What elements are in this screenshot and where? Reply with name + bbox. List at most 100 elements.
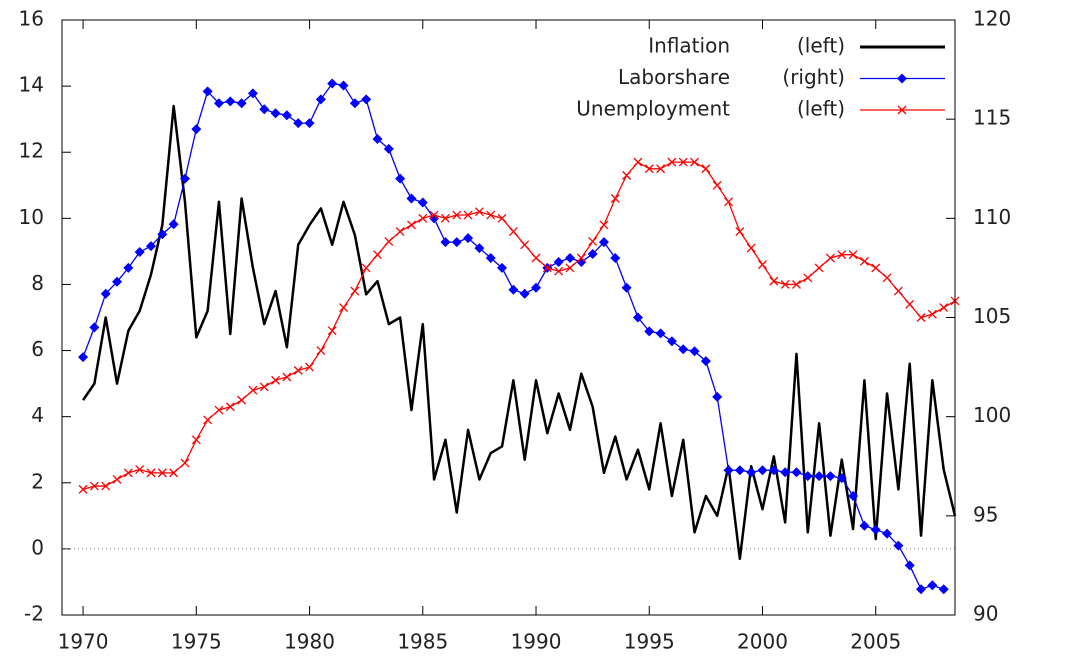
marker xyxy=(350,286,360,296)
marker xyxy=(440,237,451,248)
marker xyxy=(338,80,349,91)
marker xyxy=(632,312,643,323)
marker xyxy=(870,524,881,535)
marker xyxy=(316,346,326,356)
marker xyxy=(236,98,247,109)
marker xyxy=(792,279,801,289)
marker xyxy=(746,243,756,253)
marker xyxy=(101,481,111,491)
marker xyxy=(656,164,666,174)
series-line xyxy=(82,82,944,590)
marker xyxy=(780,279,790,289)
x-tick-label: 2000 xyxy=(737,630,788,654)
marker xyxy=(655,328,666,339)
marker xyxy=(598,237,609,248)
marker xyxy=(282,372,292,382)
y-tick-label: 12 xyxy=(19,139,44,163)
marker xyxy=(180,458,190,468)
marker xyxy=(859,256,869,266)
marker xyxy=(191,124,202,135)
x-tick-label: 1975 xyxy=(171,630,222,654)
marker xyxy=(553,256,564,267)
marker xyxy=(871,263,881,273)
marker xyxy=(384,237,394,246)
marker xyxy=(905,299,915,309)
marker xyxy=(508,227,518,237)
marker xyxy=(474,207,484,217)
marker xyxy=(339,303,348,313)
x-tick-label: 1980 xyxy=(284,630,335,654)
marker xyxy=(248,385,258,395)
marker xyxy=(327,326,337,336)
marker xyxy=(724,197,733,207)
y2-tick-label: 95 xyxy=(973,502,998,526)
marker xyxy=(463,233,474,244)
series-line xyxy=(82,161,956,491)
y2-tick-label: 90 xyxy=(973,602,998,626)
legend-note: (left) xyxy=(797,34,845,58)
marker xyxy=(564,253,575,263)
y2-tick-label: 120 xyxy=(973,7,1011,31)
marker xyxy=(622,170,632,180)
marker xyxy=(712,180,722,190)
marker xyxy=(859,520,870,531)
marker xyxy=(418,213,428,223)
x-tick-label: 1970 xyxy=(58,630,109,654)
y-tick-label: 6 xyxy=(31,337,44,361)
marker xyxy=(237,395,247,405)
marker xyxy=(610,194,620,203)
marker xyxy=(508,284,519,295)
marker xyxy=(587,249,598,260)
marker xyxy=(897,105,907,115)
marker xyxy=(123,262,134,273)
marker xyxy=(701,164,711,174)
legend-label: Inflation xyxy=(648,34,730,58)
marker xyxy=(259,382,269,392)
marker xyxy=(270,108,281,119)
y-tick-label: 8 xyxy=(31,271,44,295)
marker xyxy=(848,491,859,501)
y-tick-label: 2 xyxy=(31,469,44,493)
marker xyxy=(191,435,201,445)
marker xyxy=(383,143,394,154)
marker xyxy=(848,250,858,260)
marker xyxy=(791,467,802,478)
marker xyxy=(305,362,314,372)
marker xyxy=(123,468,133,478)
legend-note: (right) xyxy=(782,65,845,89)
y2-tick-label: 105 xyxy=(973,304,1011,328)
marker xyxy=(134,247,145,258)
marker xyxy=(247,88,258,99)
marker xyxy=(916,313,926,322)
x-tick-label: 1990 xyxy=(511,630,562,654)
marker xyxy=(882,273,892,283)
marker xyxy=(678,344,689,355)
marker xyxy=(904,560,915,571)
marker xyxy=(395,173,406,184)
marker xyxy=(746,467,757,478)
legend-label: Laborshare xyxy=(618,65,730,89)
marker xyxy=(825,471,836,482)
marker xyxy=(203,415,213,425)
marker xyxy=(78,352,89,363)
y-tick-label: 14 xyxy=(19,73,44,97)
marker xyxy=(893,540,904,551)
marker xyxy=(100,288,111,299)
marker xyxy=(938,584,949,595)
marker xyxy=(452,210,462,220)
marker xyxy=(168,219,179,230)
marker xyxy=(667,157,677,167)
marker xyxy=(768,465,779,476)
marker xyxy=(836,473,847,484)
marker xyxy=(395,227,405,237)
marker xyxy=(463,210,473,220)
legend-label: Unemployment xyxy=(576,97,730,121)
marker xyxy=(588,237,598,246)
marker xyxy=(939,303,949,313)
y-tick-label: 16 xyxy=(19,7,44,31)
marker xyxy=(429,210,439,220)
marker xyxy=(157,229,168,240)
marker xyxy=(214,405,224,415)
marker xyxy=(417,197,428,208)
